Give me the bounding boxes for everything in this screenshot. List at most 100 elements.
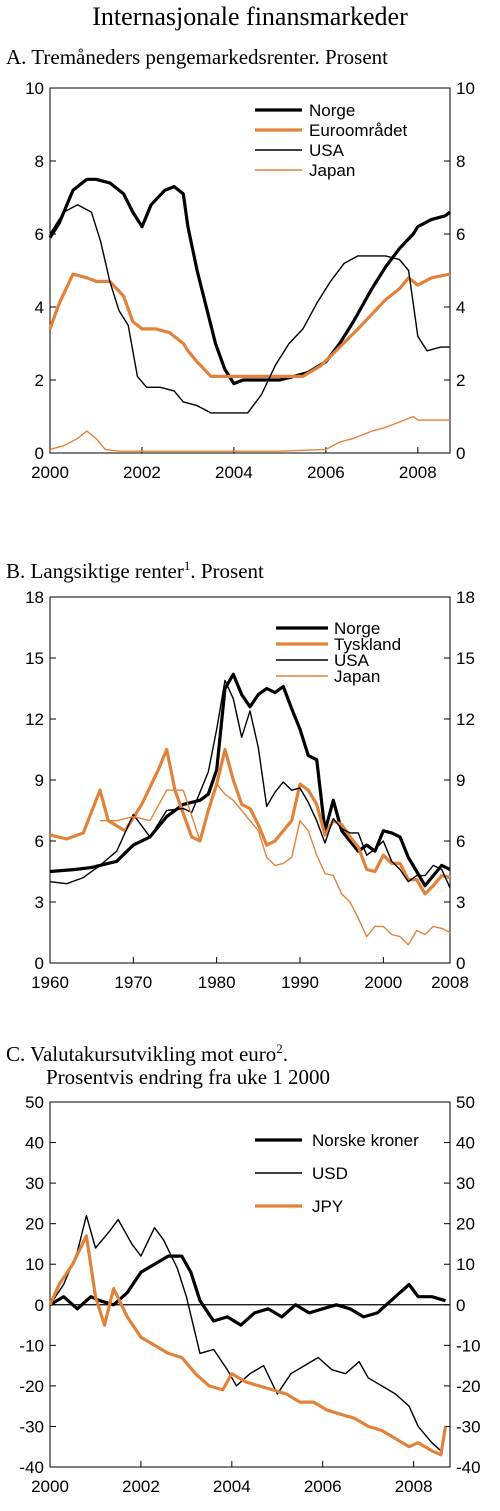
chart-1-legend-label: USA [334, 651, 370, 670]
chart-0-xtick-label: 2008 [399, 463, 437, 482]
chart-0-xtick-label: 2006 [307, 463, 345, 482]
chart-2-ytick-label-right: -40 [456, 1458, 481, 1477]
chart-0-ytick-label-right: 2 [456, 371, 465, 390]
chart-0-legend-label: Norge [309, 101, 355, 120]
chart-0-series-usa [49, 204, 450, 414]
panel-b-title-text: Langsiktige renter [30, 559, 184, 583]
chart-2-xtick-label: 2002 [122, 1477, 160, 1496]
chart-1-ytick-label-left: 6 [35, 832, 44, 851]
chart-0-series-euroomr-det [48, 272, 451, 378]
chart-1-ytick-label-right: 18 [456, 588, 475, 607]
chart-0-legend-label: USA [309, 141, 345, 160]
chart-0-legend-label: Euroområdet [309, 121, 408, 140]
chart-0-ytick-label-left: 0 [35, 444, 44, 463]
chart-1-ytick-label-right: 6 [456, 832, 465, 851]
chart-1-xtick-label: 1960 [31, 973, 69, 992]
chart-2-ytick-label-left: -30 [19, 1417, 44, 1436]
panel-c-title-text: Valutakursutvikling mot euro [30, 1042, 277, 1066]
chart-2-legend-label: USD [312, 1164, 348, 1183]
chart-2-ytick-label-right: 0 [456, 1296, 465, 1315]
chart-1-ytick-label-left: 12 [25, 710, 44, 729]
panel-a-letter: A. [6, 45, 27, 69]
chart-0-xtick-label: 2002 [123, 463, 161, 482]
chart-1-ytick-label-left: 0 [35, 954, 44, 973]
chart-0-legend-label: Japan [309, 161, 355, 180]
chart-1-ytick-label-right: 9 [456, 771, 465, 790]
chart-2-ytick-label-left: -10 [19, 1336, 44, 1355]
panel-c-letter: C. [6, 1042, 26, 1066]
chart-0-ytick-label-right: 8 [456, 152, 465, 171]
chart-2-ytick-label-left: 30 [25, 1174, 44, 1193]
chart-0-frame [49, 87, 451, 454]
chart-2-ytick-label-right: -10 [456, 1336, 481, 1355]
chart-2-ytick-label-right: 20 [456, 1215, 475, 1234]
chart-1-ytick-label-left: 18 [25, 588, 44, 607]
chart-2-ytick-label-left: 10 [25, 1255, 44, 1274]
chart-1-ytick-label-left: 9 [35, 771, 44, 790]
chart-1-legend-label: Tyskland [334, 635, 401, 654]
chart-1-ytick-label-left: 15 [25, 649, 44, 668]
chart-2-ytick-label-left: 20 [25, 1215, 44, 1234]
chart-1-xtick-label: 2008 [431, 973, 469, 992]
chart-2-ytick-label-right: -20 [456, 1377, 481, 1396]
chart-1-ytick-label-right: 3 [456, 893, 465, 912]
panel-c-title: C. Valutakursutvikling mot euro2. [6, 1035, 288, 1068]
chart-0-ytick-label-left: 2 [35, 371, 44, 390]
chart-0-ytick-label-left: 8 [35, 152, 44, 171]
chart-2-ytick-label-left: 40 [25, 1134, 44, 1153]
panel-c-title-line2: Prosentvis endring fra uke 1 2000 [46, 1065, 331, 1089]
chart-2-ytick-label-right: 40 [456, 1134, 475, 1153]
chart-1-xtick-label: 1970 [114, 973, 152, 992]
chart-1-ytick-label-right: 12 [456, 710, 475, 729]
chart-2-ytick-label-left: -20 [19, 1377, 44, 1396]
chart-2-xtick-label: 2006 [304, 1477, 342, 1496]
chart-1-ytick-label-right: 0 [456, 954, 465, 973]
chart-2-ytick-label-left: 0 [35, 1296, 44, 1315]
chart-2-ytick-label-right: 50 [456, 1093, 475, 1112]
panel-b-title: B. Langsiktige renter1. Prosent [6, 552, 264, 585]
chart-0-ytick-label-right: 0 [456, 444, 465, 463]
panel-c-footnote-mark: 2 [276, 1041, 283, 1056]
panel-b-title-after: . Prosent [190, 559, 264, 583]
chart-2-legend-label: JPY [312, 1197, 343, 1216]
page-title: Internasjonale finansmarkeder [92, 2, 408, 31]
panel-a-title: A. Tremåneders pengemarkedsrenter. Prose… [6, 44, 388, 71]
chart-2-series-jpy [48, 1234, 448, 1457]
chart-2-series-norske-kroner [49, 1254, 446, 1327]
chart-1-xtick-label: 1990 [281, 973, 319, 992]
chart-2-ytick-label-left: -40 [19, 1458, 44, 1477]
chart-1-legend-label: Norge [334, 619, 380, 638]
chart-1-ytick-label-left: 3 [35, 893, 44, 912]
chart-2-frame [49, 1101, 451, 1468]
panel-a-title-text: Tremåneders pengemarkedsrenter. Prosent [31, 45, 388, 69]
chart-2-series-usd [49, 1214, 447, 1452]
chart-1-series-norge [49, 672, 451, 888]
panel-c-title-after: . [282, 1042, 289, 1066]
chart-0-ytick-label-left: 10 [25, 79, 44, 98]
chart-0-ytick-label-left: 6 [35, 225, 44, 244]
chart-1-legend-label: Japan [334, 667, 380, 686]
chart-1-ytick-label-right: 15 [456, 649, 475, 668]
chart-2-xtick-label: 2004 [213, 1477, 251, 1496]
chart-0-series-japan [49, 415, 450, 452]
chart-0-xtick-label: 2000 [31, 463, 69, 482]
chart-0-ytick-label-left: 4 [35, 298, 44, 317]
chart-1-series-usa [49, 679, 451, 889]
chart-1-xtick-label: 1980 [198, 973, 236, 992]
panel-b-letter: B. [6, 559, 26, 583]
chart-2-xtick-label: 2008 [395, 1477, 433, 1496]
chart-2-ytick-label-right: -30 [456, 1417, 481, 1436]
panel-b-footnote-mark: 1 [183, 558, 191, 573]
chart-0-ytick-label-right: 6 [456, 225, 465, 244]
chart-1-series-japan [100, 783, 451, 946]
chart-0-ytick-label-right: 4 [456, 298, 465, 317]
chart-2-ytick-label-left: 50 [25, 1093, 44, 1112]
chart-2-ytick-label-right: 30 [456, 1174, 475, 1193]
chart-2-ytick-label-right: 10 [456, 1255, 475, 1274]
chart-0-ytick-label-right: 10 [456, 79, 475, 98]
chart-0-xtick-label: 2004 [215, 463, 253, 482]
chart-2-legend-label: Norske kroner [312, 1131, 419, 1150]
chart-2-xtick-label: 2000 [31, 1477, 69, 1496]
